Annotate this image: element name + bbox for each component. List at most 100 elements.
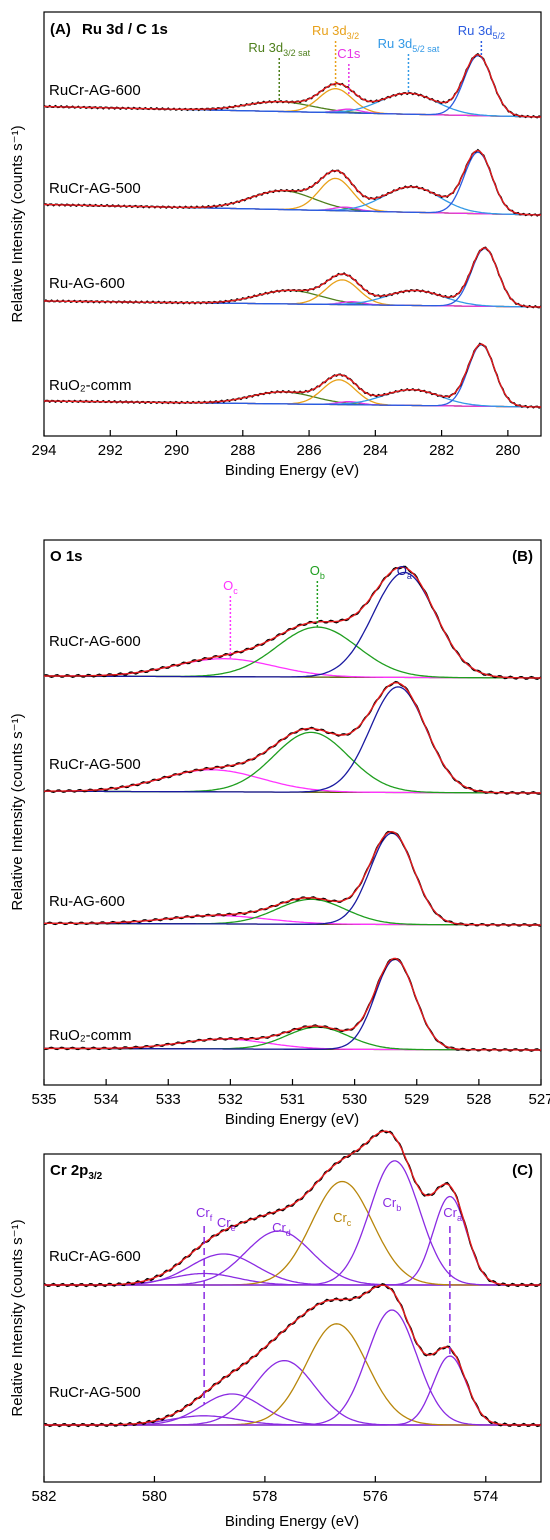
peak-label-sub-a-1: 3/2 bbox=[347, 31, 360, 41]
x-ticks-a: 294 292 290 288 286 284 282 280 bbox=[31, 430, 520, 459]
fit-envelope-line-c-1 bbox=[44, 1284, 541, 1426]
spectra-group-c bbox=[43, 1129, 542, 1428]
x-tick-label-c-1: 580 bbox=[142, 1488, 167, 1505]
series-label-c-0: RuCr-AG-600 bbox=[49, 1248, 141, 1265]
x-tick-label-a-4: 286 bbox=[297, 442, 322, 459]
component-line-c-1-3 bbox=[44, 1323, 541, 1426]
fit-envelope-line-b-0 bbox=[44, 566, 541, 679]
x-tick-label-b-4: 531 bbox=[280, 1091, 305, 1108]
peak-label-main-a-1: Ru 3d bbox=[312, 23, 347, 38]
peak-label-main-a-3: Ru 3d bbox=[378, 36, 413, 51]
peak-labels-b: RuCr-AG-600 RuCr-AG-500 Ru-AG-600 RuO₂-comm… bbox=[49, 563, 412, 1044]
panel-ru3d-c1s: RuCr-AG-600 RuCr-AG-500 Ru-AG-600 RuO₂-comm… bbox=[9, 11, 542, 479]
x-tick-label-b-8: 527 bbox=[528, 1091, 550, 1108]
panel-title-c-sub: 3/2 bbox=[88, 1171, 102, 1182]
series-label-b-3: RuO₂-comm bbox=[49, 1027, 132, 1044]
series-label-b-1: RuCr-AG-500 bbox=[49, 756, 141, 773]
component-line-b-2-2 bbox=[44, 832, 541, 926]
panel-title-b: O 1s bbox=[50, 548, 83, 565]
x-tick-label-a-7: 280 bbox=[495, 442, 520, 459]
x-axis-label-c: Binding Energy (eV) bbox=[225, 1513, 359, 1530]
peak-label-a-3: Ru 3d5/2 sat bbox=[378, 36, 440, 54]
series-label-a-1: RuCr-AG-500 bbox=[49, 180, 141, 197]
peak-label-sub-a-3: 5/2 sat bbox=[412, 44, 440, 54]
peak-label-main-c-0: Cr bbox=[196, 1205, 210, 1220]
peak-label-sub-c-5: a bbox=[457, 1213, 462, 1223]
x-tick-label-b-0: 535 bbox=[31, 1091, 56, 1108]
x-tick-label-a-1: 292 bbox=[98, 442, 123, 459]
peak-label-c-0: Crf bbox=[196, 1205, 213, 1223]
component-line-c-1-4 bbox=[44, 1309, 541, 1426]
peak-label-sub-c-2: d bbox=[286, 1228, 291, 1238]
peak-label-main-c-4: Cr bbox=[383, 1195, 397, 1210]
fit-envelope-line-a-2 bbox=[44, 247, 541, 308]
peak-label-b-1: Ob bbox=[310, 563, 325, 581]
x-tick-label-a-3: 288 bbox=[230, 442, 255, 459]
x-tick-label-b-3: 532 bbox=[218, 1091, 243, 1108]
peak-label-sub-a-0: 3/2 sat bbox=[283, 48, 311, 58]
x-tick-label-b-6: 529 bbox=[404, 1091, 429, 1108]
component-line-a-0-0 bbox=[44, 101, 541, 118]
peak-label-a-0: Ru 3d3/2 sat bbox=[248, 40, 310, 58]
series-label-a-2: Ru-AG-600 bbox=[49, 275, 125, 292]
peak-label-main-a-2: C1s bbox=[337, 46, 361, 61]
fit-envelope-line-a-0 bbox=[44, 53, 541, 118]
series-label-a-0: RuCr-AG-600 bbox=[49, 82, 141, 99]
peak-label-main-c-2: Cr bbox=[272, 1220, 286, 1235]
peak-label-b-0: Oc bbox=[223, 578, 238, 596]
x-ticks-b: 535 534 533 532 531 530 529 528 527 bbox=[31, 1079, 550, 1108]
plot-frame-c bbox=[43, 1153, 542, 1483]
x-tick-label-b-2: 533 bbox=[156, 1091, 181, 1108]
panel-o1s: RuCr-AG-600 RuCr-AG-500 Ru-AG-600 RuO₂-comm… bbox=[9, 539, 550, 1128]
peak-label-main-b-2: O bbox=[397, 563, 407, 578]
component-line-c-0-4 bbox=[44, 1160, 541, 1286]
fit-envelope-line-a-3 bbox=[44, 343, 541, 408]
x-tick-label-a-5: 284 bbox=[363, 442, 388, 459]
x-ticks-c: 582 580 578 576 574 bbox=[31, 1476, 498, 1505]
y-axis-label-c: Relative Intensity (counts s⁻¹) bbox=[9, 1219, 26, 1416]
component-line-c-0-5 bbox=[44, 1195, 541, 1286]
fit-envelope-line-b-1 bbox=[44, 681, 541, 794]
fit-envelope-line-c-0 bbox=[44, 1130, 541, 1286]
peak-label-main-b-1: O bbox=[310, 563, 320, 578]
x-tick-label-c-3: 576 bbox=[363, 1488, 388, 1505]
x-tick-label-b-1: 534 bbox=[94, 1091, 119, 1108]
peak-label-b-2: Oa bbox=[397, 563, 412, 581]
peak-label-sub-b-0: c bbox=[233, 586, 238, 596]
x-tick-label-a-2: 290 bbox=[164, 442, 189, 459]
x-tick-label-b-5: 530 bbox=[342, 1091, 367, 1108]
fit-envelope-line-b-3 bbox=[44, 957, 541, 1051]
panel-title-c: Cr 2p3/2 bbox=[50, 1162, 103, 1182]
x-tick-label-b-7: 528 bbox=[466, 1091, 491, 1108]
peak-label-c-4: Crb bbox=[383, 1195, 402, 1213]
y-axis-label-b: Relative Intensity (counts s⁻¹) bbox=[9, 713, 26, 910]
series-label-a-3: RuO₂-comm bbox=[49, 377, 132, 394]
x-axis-label-a: Binding Energy (eV) bbox=[225, 462, 359, 479]
x-tick-label-c-0: 582 bbox=[31, 1488, 56, 1505]
experimental-line-b-0 bbox=[43, 565, 542, 681]
plot-frame-a bbox=[43, 11, 542, 437]
peak-label-main-c-3: Cr bbox=[333, 1210, 347, 1225]
panel-label-b: (B) bbox=[512, 548, 533, 565]
peak-label-c-1: Cre bbox=[217, 1215, 236, 1233]
peak-label-main-c-5: Cr bbox=[443, 1205, 457, 1220]
plot-frame-b bbox=[43, 539, 542, 1086]
peak-label-c-3: Crc bbox=[333, 1210, 352, 1228]
peak-label-main-c-1: Cr bbox=[217, 1215, 231, 1230]
experimental-line-b-1 bbox=[43, 680, 542, 795]
peak-label-sub-b-2: a bbox=[407, 571, 412, 581]
series-label-c-1: RuCr-AG-500 bbox=[49, 1384, 141, 1401]
spectra-group-b bbox=[43, 565, 542, 1052]
y-axis-label-a: Relative Intensity (counts s⁻¹) bbox=[9, 125, 26, 322]
experimental-line-a-3 bbox=[43, 342, 542, 409]
peak-label-sub-c-1: e bbox=[231, 1223, 236, 1233]
panel-title-a: Ru 3d / C 1s bbox=[82, 21, 168, 38]
experimental-line-c-1 bbox=[43, 1283, 542, 1428]
peak-label-main-a-0: Ru 3d bbox=[248, 40, 283, 55]
component-line-a-3-0 bbox=[44, 391, 541, 408]
panel-title-c-main: Cr 2p bbox=[50, 1162, 88, 1179]
peak-label-sub-a-4: 5/2 bbox=[492, 31, 505, 41]
peak-label-c-5: Cra bbox=[443, 1205, 462, 1223]
